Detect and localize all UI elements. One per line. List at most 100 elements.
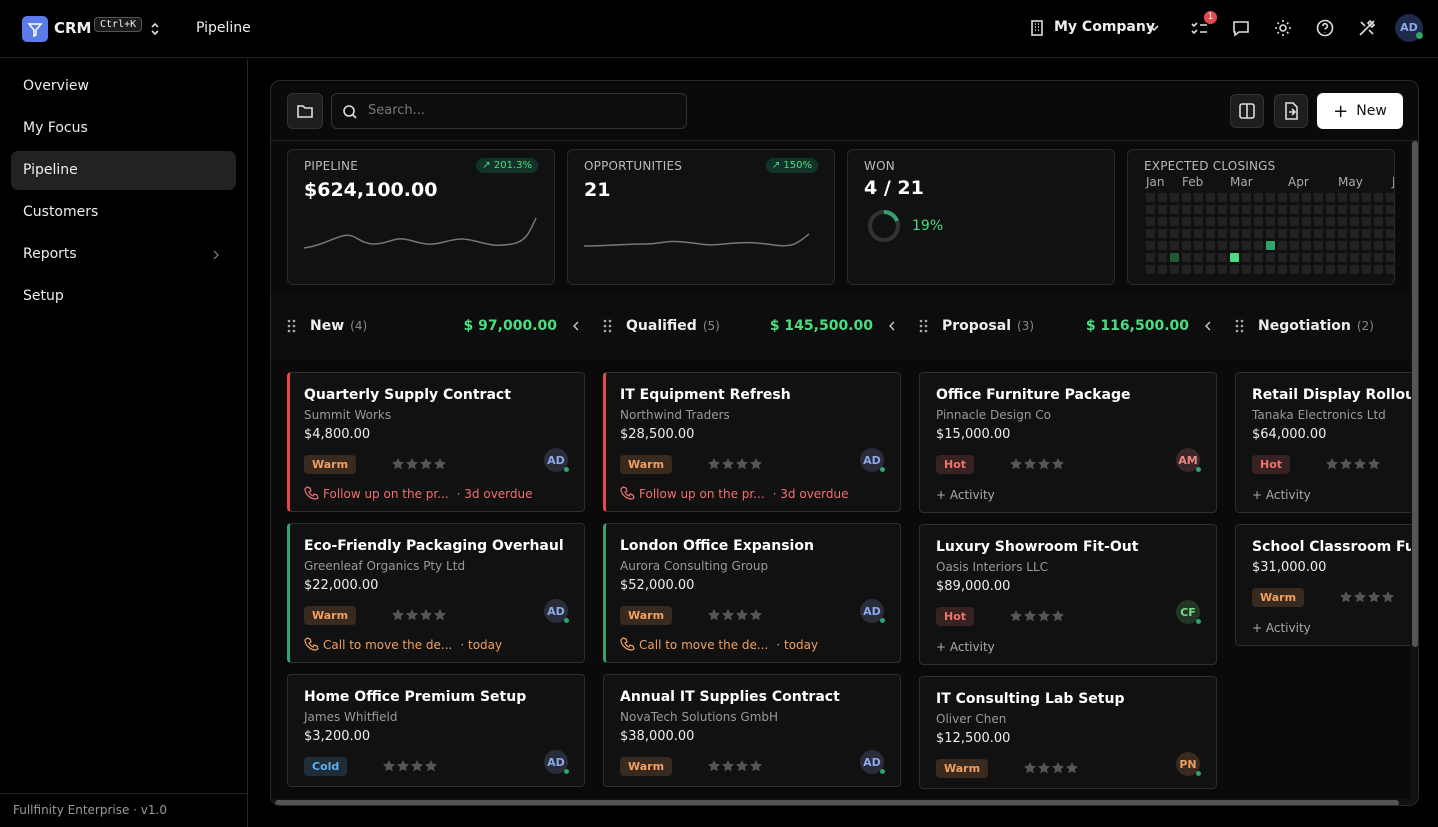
v-scroll-track[interactable] [1411,141,1418,805]
column-count: (3) [1017,319,1035,333]
add-activity[interactable]: + Activity [1252,488,1311,502]
deal-amount: $12,500.00 [936,731,1011,746]
rating-stars [392,458,447,470]
deal-card[interactable]: Eco-Friendly Packaging Overhaul Greenleaf… [287,523,585,663]
activity-text: Call to move the de... [323,637,453,652]
shortcut[interactable]: Ctrl+K [94,17,143,32]
deal-activity[interactable]: Call to move the de... · today [620,637,884,652]
deal-tag: Warm [1252,587,1305,607]
nav-item[interactable]: Pipeline [11,151,236,190]
kpi-value: 4 / 21 [864,177,924,199]
deal-card[interactable]: Annual IT Supplies Contract NovaTech Solu… [603,674,901,787]
deal-tag: Cold [304,756,348,776]
new-button[interactable]: + New [1317,93,1403,129]
deal-activity[interactable]: Follow up on the pr... · 3d overdue [304,486,568,501]
deal-card[interactable]: London Office Expansion Aurora Consulting… [603,523,901,663]
divider [271,140,1418,141]
deal-card[interactable]: Luxury Showroom Fit-Out Oasis Interiors L… [919,524,1217,665]
deal-tag: Warm [620,756,673,776]
tools-icon[interactable] [1358,19,1378,39]
nav-item[interactable]: Customers [11,193,236,232]
deal-company: Summit Works [304,408,392,422]
online-dot [880,618,885,623]
tasks-icon[interactable] [1190,19,1210,39]
online-dot [1196,467,1201,472]
search-box[interactable]: Search... [331,93,687,129]
layout-button[interactable] [1230,94,1264,128]
deal-tag: Warm [620,605,673,625]
drag-handle [287,319,296,333]
deal-meta: Warm AD [304,448,569,474]
kpi-label: WON [864,159,895,173]
drag-handle [603,319,612,333]
deal-card[interactable]: IT Consulting Lab Setup Oliver Chen $12,50… [919,676,1217,789]
nav-item[interactable]: Overview [11,67,236,106]
kpi-label: PIPELINE [304,159,358,173]
deal-tag: Warm [620,454,673,474]
rating-stars [708,760,763,772]
nav-item[interactable]: Setup [11,277,236,316]
deal-tag: Warm [936,758,989,778]
deal-meta: Hot [1252,454,1411,474]
deal-card[interactable]: Retail Display Rollout Tanaka Electronics… [1235,372,1411,513]
deal-meta: Warm AD [620,599,885,625]
theme-icon[interactable] [1274,19,1294,39]
deal-title: IT Consulting Lab Setup [936,691,1125,707]
submenu-chevron [213,250,219,260]
owner-avatar: AD [860,599,885,623]
add-activity[interactable]: + Activity [1252,621,1311,635]
export-button[interactable] [1274,94,1308,128]
deal-amount: $89,000.00 [936,579,1011,594]
activity-text: Follow up on the pr... [639,486,765,501]
board: New (4) $ 97,000.00 Quarterly Supply Contra… [271,81,1411,799]
deal-meta: Warm AD [304,599,569,625]
deal-amount: $31,000.00 [1252,560,1327,575]
month-label: Feb [1182,175,1204,189]
deal-card[interactable]: Quarterly Supply Contract Summit Works $4,… [287,372,585,512]
online-dot [564,467,569,472]
rating-stars [708,609,763,621]
h-scroll-track[interactable] [271,799,1411,805]
deal-activity[interactable]: Call to move the de... · today [304,637,568,652]
nav-label: Customers [23,204,99,220]
deal-company: Tanaka Electronics Ltd [1252,408,1386,422]
closings-heatmap [1146,193,1394,274]
chat-icon[interactable] [1232,19,1252,39]
company[interactable]: My Company [1054,19,1155,35]
deal-tag: Hot [1252,454,1291,474]
nav-item[interactable]: Reports [11,235,236,274]
kpi-won: WON 4 / 21 19% [847,149,1115,285]
folder-button[interactable] [287,93,323,129]
deal-amount: $15,000.00 [936,427,1011,442]
switch-icon[interactable] [149,21,161,37]
add-activity[interactable]: + Activity [936,488,995,502]
deal-meta: Hot CF [936,600,1201,626]
deal-title: Retail Display Rollout [1252,387,1411,403]
won-ring [868,210,900,242]
deal-company: James Whitfield [304,710,398,724]
deal-company: Aurora Consulting Group [620,559,769,573]
rating-stars [1010,458,1065,470]
kpi-opportunities: OPPORTUNITIES ↗ 150% 21 [567,149,835,285]
help-icon[interactable] [1316,19,1336,39]
won-percent: 19% [912,218,944,234]
nav-label: Overview [23,78,89,94]
owner-avatar: AD [544,448,569,472]
kpi-value: $624,100.00 [304,179,438,201]
deal-card[interactable]: IT Equipment Refresh Northwind Traders $28… [603,372,901,512]
deal-meta: Warm AD [620,448,885,474]
nav-item[interactable]: My Focus [11,109,236,148]
deal-card[interactable]: Office Furniture Package Pinnacle Design … [919,372,1217,513]
rating-stars [383,760,438,772]
deal-tag: Hot [936,454,975,474]
search-placeholder: Search... [368,103,426,118]
kpi-pipeline: PIPELINE ↗ 201.3% $624,100.00 [287,149,555,285]
deal-activity[interactable]: Follow up on the pr... · 3d overdue [620,486,884,501]
new-label: New [1356,103,1387,119]
deal-card[interactable]: Home Office Premium Setup James Whitfield… [287,674,585,787]
deal-title: IT Equipment Refresh [620,387,791,403]
sparkline [304,217,537,249]
add-activity[interactable]: + Activity [936,640,995,654]
deal-card[interactable]: School Classroom Furnit $31,000.00 Warm + A… [1235,524,1411,646]
